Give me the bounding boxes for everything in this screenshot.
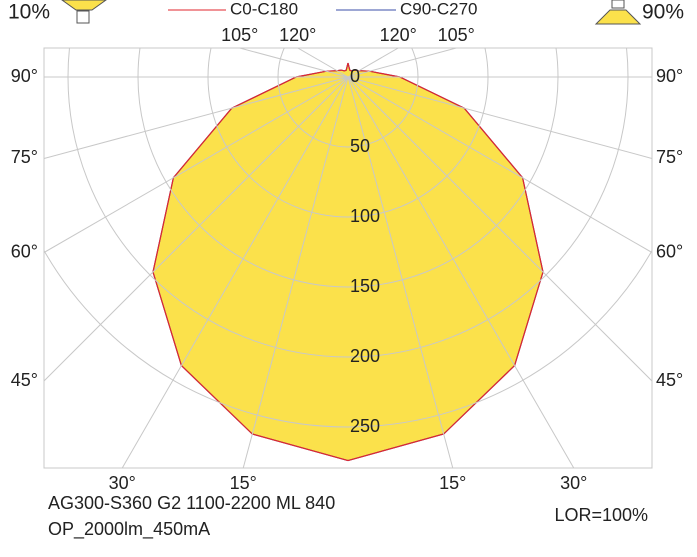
legend-label: C90-C270 [400, 0, 478, 18]
angle-label: 105° [221, 25, 258, 45]
labels: 0 50 100 150 200 250 15° 15° 30° 30° 45° 45° 60° 60° 7… [11, 25, 683, 493]
legend-label: C0-C180 [230, 0, 298, 18]
lor: LOR=100% [554, 505, 648, 525]
plot-frame [43, 47, 653, 469]
angle-label: 120° [380, 25, 417, 45]
down-lamp-box [76, 10, 90, 24]
grid-spoke [347, 76, 454, 468]
curves [152, 62, 544, 462]
grid-spoke [347, 48, 399, 78]
area [348, 63, 543, 461]
angle-label: 60° [656, 241, 683, 261]
angle-label: 30° [109, 473, 136, 493]
angle-label: 90° [656, 66, 683, 86]
down-share: 10% [8, 1, 50, 24]
up-lamp-icon [594, 9, 642, 25]
down-lamp-icon [61, 0, 107, 11]
angle-label: 120° [279, 25, 316, 45]
grid-spoke [347, 76, 575, 468]
angle-label: 45° [656, 370, 683, 390]
angle-label: 90° [11, 66, 38, 86]
angle-label: 15° [230, 473, 257, 493]
grid-ring [44, 249, 652, 428]
grid-spoke [347, 76, 652, 253]
angle-label: 105° [438, 25, 475, 45]
grid-spoke [347, 48, 457, 78]
grid-spoke [347, 76, 652, 159]
grid-spoke [44, 76, 349, 253]
r-tick-label: 150 [350, 276, 380, 296]
grid-spoke [44, 76, 349, 159]
r-tick-label: 100 [350, 206, 380, 226]
angle-label: 75° [11, 147, 38, 167]
angle-label: 45° [11, 370, 38, 390]
grid-spoke [121, 76, 349, 468]
angle-label: 60° [11, 241, 38, 261]
up-share: 90% [642, 1, 684, 24]
area [153, 63, 348, 461]
up-lamp-box [611, 0, 625, 9]
grid-spoke [239, 48, 349, 78]
r-tick-label: 250 [350, 416, 380, 436]
angle-label: 75° [656, 147, 683, 167]
r-tick-label: 50 [350, 136, 370, 156]
grid-spoke [297, 48, 349, 78]
product-name: AG300-S360 G2 1100-2200 ML 840 [48, 493, 335, 513]
r-tick-label: 0 [350, 66, 360, 86]
grid-spoke [347, 76, 652, 382]
r-tick-label: 200 [350, 346, 380, 366]
angle-label: 15° [439, 473, 466, 493]
grid-spoke [44, 76, 349, 382]
variant: OP_2000lm_450mA [48, 519, 210, 540]
grid-spoke [242, 76, 349, 468]
angle-label: 30° [560, 473, 587, 493]
grid [44, 48, 652, 468]
